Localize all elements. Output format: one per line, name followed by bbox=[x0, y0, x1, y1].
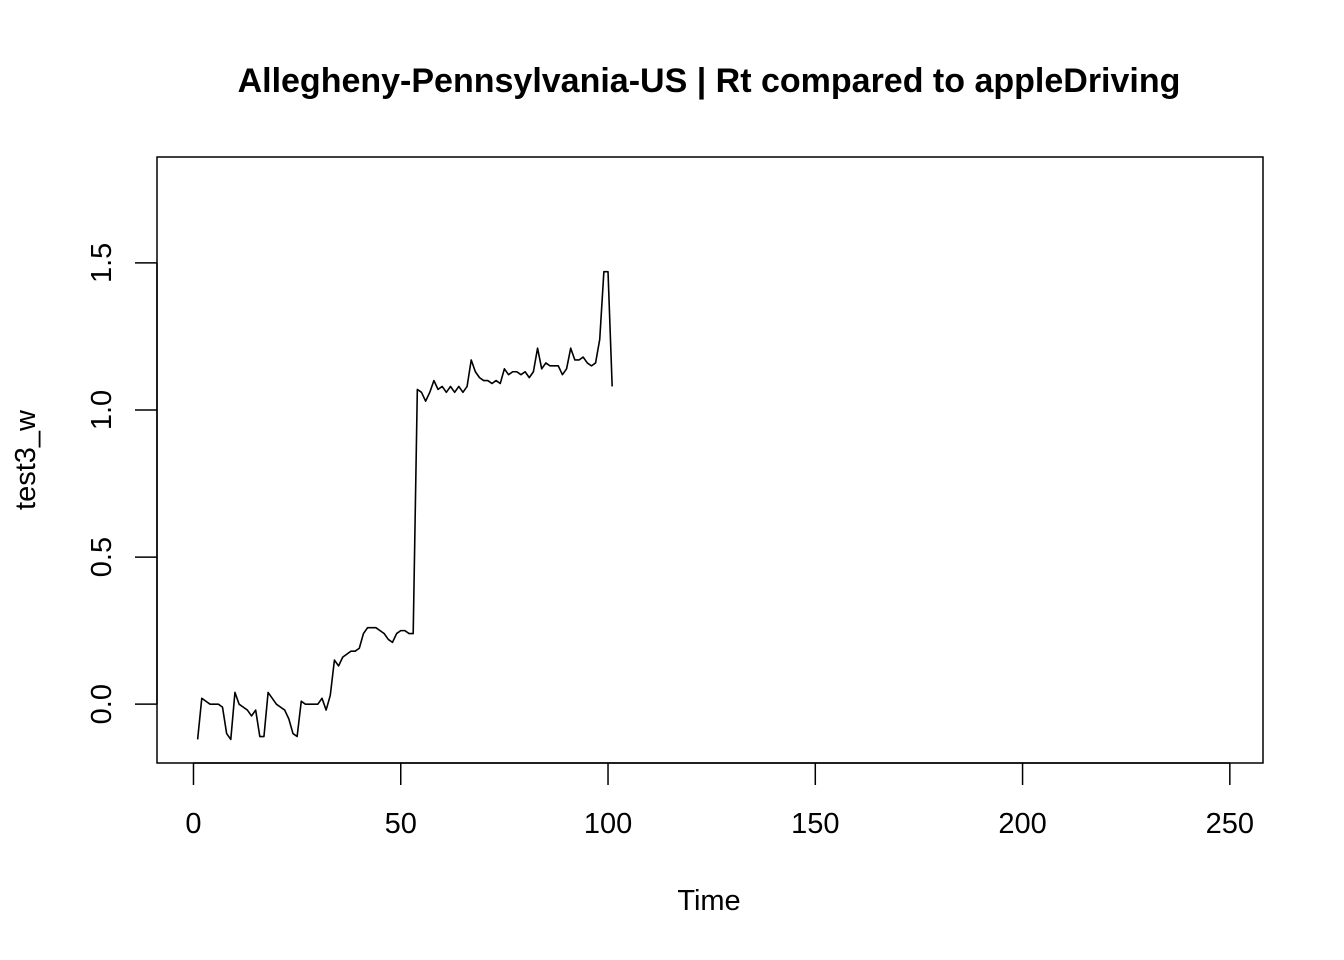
series-line bbox=[196, 270, 613, 741]
y-tick-label: 0.0 bbox=[86, 684, 118, 724]
x-axis-label: Time bbox=[677, 885, 740, 917]
x-tick-label: 200 bbox=[998, 808, 1046, 840]
x-tick-label: 50 bbox=[385, 808, 417, 840]
series-group bbox=[196, 270, 613, 741]
y-tick-label: 1.0 bbox=[86, 390, 118, 430]
x-tick-label: 150 bbox=[791, 808, 839, 840]
y-tick-label: 0.5 bbox=[86, 537, 118, 577]
x-tick-label: 0 bbox=[185, 808, 201, 840]
x-axis: 0 50 100 150 200 250 bbox=[185, 762, 1254, 840]
y-axis-label: test3_w bbox=[10, 409, 42, 510]
y-axis: 0.0 0.5 1.0 1.5 bbox=[86, 243, 158, 724]
chart-title: Allegheny-Pennsylvania-US | Rt compared … bbox=[238, 62, 1181, 100]
y-tick-label: 1.5 bbox=[86, 243, 118, 283]
x-tick-label: 100 bbox=[584, 808, 632, 840]
x-tick-label: 250 bbox=[1206, 808, 1254, 840]
